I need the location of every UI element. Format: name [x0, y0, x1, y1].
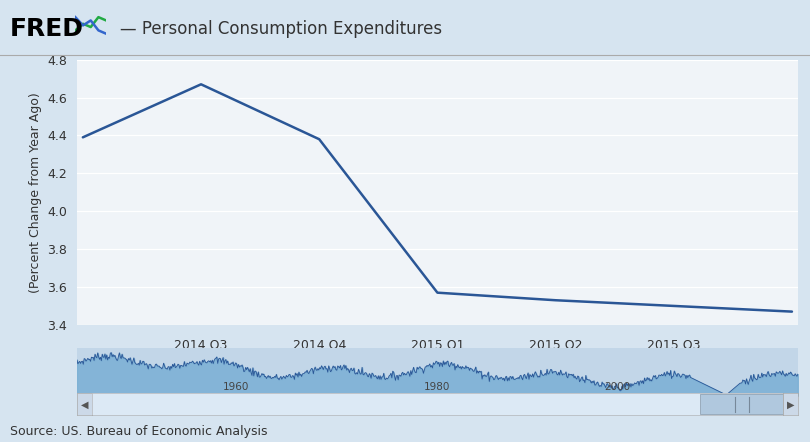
Text: 2000: 2000 — [604, 382, 631, 392]
Text: — Personal Consumption Expenditures: — Personal Consumption Expenditures — [120, 20, 442, 38]
Text: 1960: 1960 — [223, 382, 249, 392]
Y-axis label: (Percent Change from Year Ago): (Percent Change from Year Ago) — [29, 92, 42, 293]
Text: Source: US. Bureau of Economic Analysis
research.stlouisfed.org: Source: US. Bureau of Economic Analysis … — [10, 425, 267, 442]
Text: ▶: ▶ — [787, 400, 795, 409]
Text: ◀: ◀ — [80, 400, 88, 409]
Bar — [701, 394, 783, 415]
Text: FRED: FRED — [10, 17, 83, 41]
Text: 1980: 1980 — [424, 382, 450, 392]
